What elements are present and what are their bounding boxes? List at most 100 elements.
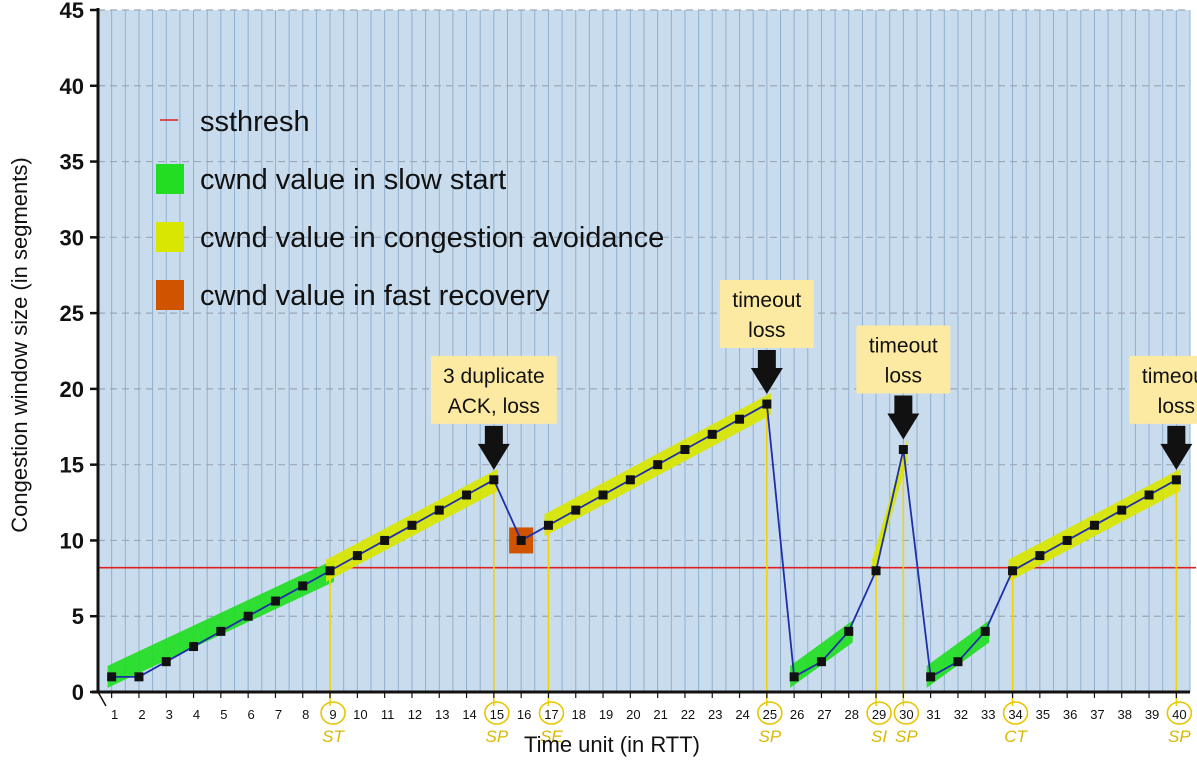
x-tick-label: 33 bbox=[981, 707, 995, 722]
x-tick-label: 16 bbox=[517, 707, 531, 722]
handwritten-note: SE bbox=[540, 727, 563, 746]
legend-label: ssthresh bbox=[200, 106, 310, 138]
x-tick-label: 30 bbox=[899, 707, 913, 722]
handwritten-note: SI bbox=[871, 727, 887, 746]
data-point bbox=[243, 611, 253, 621]
annotation-box bbox=[1129, 355, 1197, 424]
data-point bbox=[625, 475, 635, 485]
loss-arrow-icon bbox=[477, 425, 510, 470]
annotation-text: 3 duplicate bbox=[443, 365, 545, 388]
x-tick-label: 22 bbox=[681, 707, 695, 722]
x-axis-label: Time unit (in RTT) bbox=[524, 732, 700, 757]
handwritten-note: ST bbox=[322, 727, 345, 746]
data-point bbox=[898, 445, 908, 455]
x-tick-label: 39 bbox=[1145, 707, 1159, 722]
legend-label: cwnd value in congestion avoidance bbox=[200, 222, 664, 254]
x-tick-label: 35 bbox=[1036, 707, 1050, 722]
annotation-text: loss bbox=[748, 319, 785, 342]
handwritten-note: SP bbox=[895, 727, 918, 746]
data-point bbox=[926, 672, 936, 682]
data-point bbox=[434, 505, 444, 515]
y-tick-label: 5 bbox=[72, 604, 84, 629]
data-point bbox=[352, 551, 362, 561]
data-point bbox=[1117, 505, 1127, 515]
x-tick-label: 21 bbox=[653, 707, 667, 722]
x-tick-label: 7 bbox=[275, 707, 282, 722]
data-point bbox=[735, 414, 745, 424]
annotation-text: timeout bbox=[869, 335, 938, 358]
x-tick-label: 38 bbox=[1118, 707, 1132, 722]
x-tick-label: 6 bbox=[248, 707, 255, 722]
x-tick-label: 23 bbox=[708, 707, 722, 722]
handwritten-circle bbox=[893, 701, 920, 725]
data-point bbox=[871, 566, 881, 576]
data-point bbox=[489, 475, 499, 485]
handwritten-circle bbox=[484, 701, 510, 725]
x-tick-label: 12 bbox=[408, 707, 422, 722]
legend-swatch bbox=[156, 164, 184, 194]
data-point bbox=[571, 505, 581, 515]
x-tick-label: 2 bbox=[138, 707, 145, 722]
handwritten-notes: ST SP SE SP SI SP CT SP bbox=[320, 701, 1193, 746]
x-tick-label: 31 bbox=[926, 707, 940, 722]
handwritten-note: SP bbox=[1168, 727, 1191, 746]
data-point bbox=[325, 566, 335, 576]
data-point bbox=[462, 490, 472, 500]
data-point bbox=[1089, 520, 1099, 530]
data-point bbox=[107, 672, 117, 682]
axis-corner-tick bbox=[97, 691, 107, 707]
data-point bbox=[1144, 490, 1154, 500]
x-tick-label: 40 bbox=[1172, 707, 1186, 722]
data-point bbox=[953, 657, 963, 667]
handwritten-note: SP bbox=[759, 727, 782, 746]
y-tick-label: 20 bbox=[60, 377, 84, 402]
data-point bbox=[789, 672, 799, 682]
annotation-text: timeout bbox=[1142, 365, 1197, 388]
legend: ssthresh cwnd value in slow start cwnd val… bbox=[156, 106, 664, 312]
handwritten-circle bbox=[757, 701, 783, 725]
x-tick-label: 11 bbox=[381, 707, 395, 722]
x-tick-label: 1 bbox=[111, 707, 118, 722]
x-tick-label: 25 bbox=[763, 707, 777, 722]
marker-lines bbox=[329, 404, 1178, 706]
handwritten-circle bbox=[538, 701, 565, 725]
annotation-text: ACK, loss bbox=[448, 395, 540, 418]
data-point bbox=[1171, 475, 1181, 485]
x-tick-label: 34 bbox=[1008, 707, 1022, 722]
annotation-text: loss bbox=[1158, 395, 1195, 418]
y-tick-label: 25 bbox=[60, 301, 84, 326]
x-tick-label: 17 bbox=[544, 707, 558, 722]
grid bbox=[97, 9, 1191, 692]
x-tick-label: 19 bbox=[599, 707, 613, 722]
x-tick-label: 36 bbox=[1063, 707, 1077, 722]
data-point bbox=[816, 657, 826, 667]
annotation-box bbox=[430, 355, 557, 424]
data-point bbox=[1008, 566, 1018, 576]
x-tick-label: 18 bbox=[572, 707, 586, 722]
annotations: 3 duplicate ACK, loss timeout loss timeout lo… bbox=[430, 280, 1197, 470]
handwritten-circle bbox=[866, 701, 892, 725]
data-point bbox=[598, 490, 608, 500]
handwritten-circle bbox=[1002, 701, 1029, 725]
data-point bbox=[298, 581, 308, 591]
x-tick-label: 9 bbox=[329, 707, 336, 722]
data-point bbox=[189, 642, 199, 652]
legend-label: cwnd value in slow start bbox=[200, 164, 506, 196]
data-point bbox=[1035, 551, 1045, 561]
y-tick-label: 10 bbox=[60, 528, 84, 553]
data-point bbox=[653, 460, 663, 470]
x-tick-label: 24 bbox=[735, 707, 749, 722]
y-tick-label: 30 bbox=[60, 225, 84, 250]
annotation-text: timeout bbox=[732, 289, 801, 312]
data-point bbox=[1062, 535, 1072, 545]
handwritten-note: SP bbox=[486, 727, 509, 746]
handwritten-note: CT bbox=[1004, 727, 1028, 746]
legend-label: cwnd value in fast recovery bbox=[200, 280, 550, 312]
data-point bbox=[161, 657, 171, 667]
data-point bbox=[762, 399, 772, 409]
data-point bbox=[407, 520, 417, 530]
x-tick-label: 20 bbox=[626, 707, 640, 722]
x-tick-label: 32 bbox=[954, 707, 968, 722]
data-point bbox=[270, 596, 280, 606]
